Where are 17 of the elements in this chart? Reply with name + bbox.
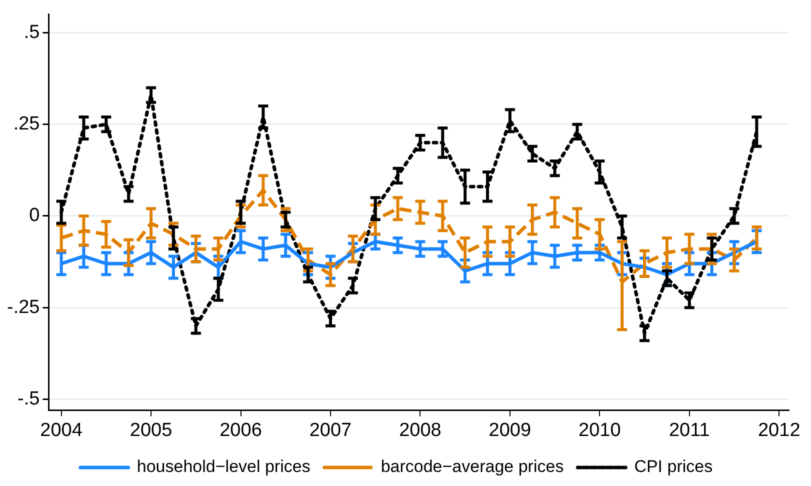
x-tick-label: 2005 [130,420,172,441]
y-tick-label: .25 [13,114,40,135]
x-tick-label: 2009 [488,420,532,441]
legend-label: CPI prices [634,457,713,476]
y-tick-label: -.5 [18,388,40,410]
legend-label: household−level prices [136,457,310,476]
x-tick-label: 2012 [758,420,800,441]
legend-label: barcode−average prices [380,457,564,476]
x-tick-label: 2006 [220,420,262,441]
y-tick-label: -.25 [6,296,40,318]
x-tick-label: 2011 [668,420,710,441]
x-tick-label: 2004 [40,420,83,441]
x-tick-label: 2008 [399,420,442,441]
x-tick-label: 2010 [578,420,621,441]
x-tick-label: 2007 [309,420,352,441]
y-tick-label: .5 [24,22,40,43]
y-tick-label: 0 [29,205,40,226]
